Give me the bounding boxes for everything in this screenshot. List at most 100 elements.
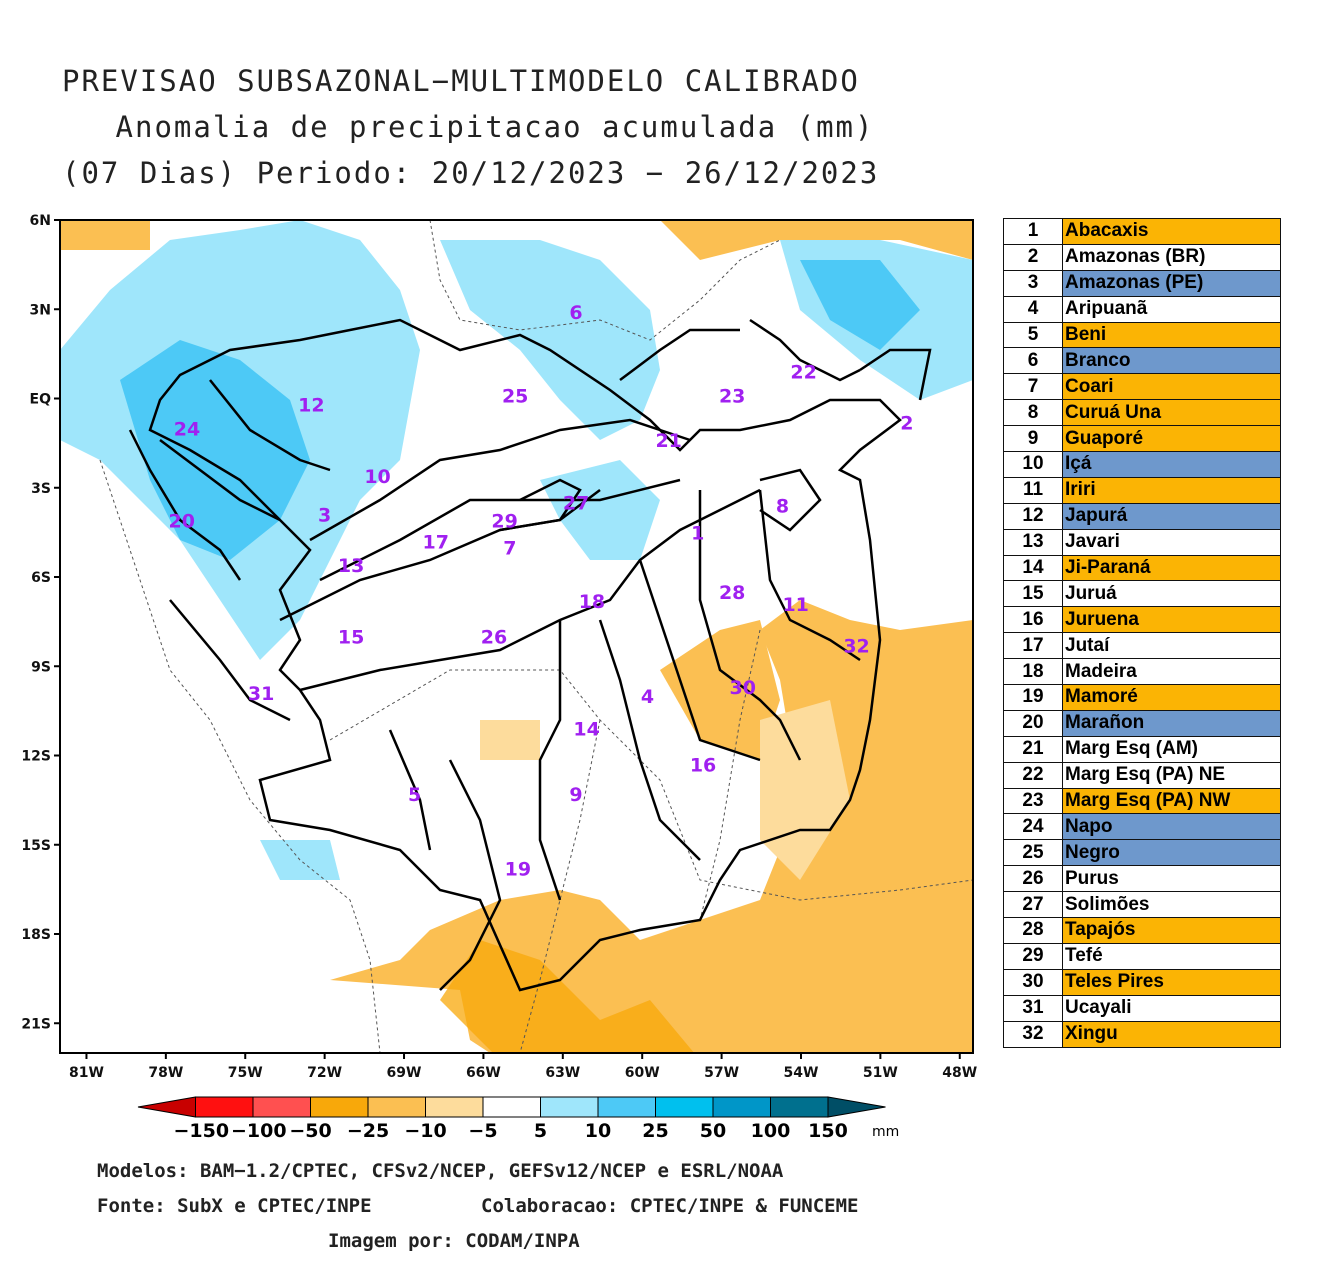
basin-number-15: 15 bbox=[338, 627, 364, 649]
colorbar-swatch bbox=[252, 1096, 311, 1118]
basin-id: 16 bbox=[1003, 606, 1063, 634]
basin-number-29: 29 bbox=[491, 510, 517, 532]
basin-outlines bbox=[128, 318, 932, 992]
basin-id: 1 bbox=[1003, 218, 1063, 245]
colorbar-swatch bbox=[367, 1096, 426, 1118]
legend-row: 25 Negro bbox=[1003, 839, 1281, 867]
colorbar-swatch bbox=[195, 1096, 254, 1118]
legend-row: 1 Abacaxis bbox=[1003, 218, 1281, 245]
basin-number-4: 4 bbox=[641, 686, 654, 708]
basin-name: Jutaí bbox=[1062, 632, 1281, 660]
basin-name: Iriri bbox=[1062, 476, 1281, 504]
basin-id: 24 bbox=[1003, 813, 1063, 841]
basin-id: 8 bbox=[1003, 399, 1063, 427]
basin-legend-table: 1 Abacaxis 2 Amazonas (BR) 3 Amazonas (PE) 4 Ar… bbox=[1003, 218, 1281, 1048]
basin-id: 18 bbox=[1003, 658, 1063, 686]
basin-name: Marg Esq (PA) NW bbox=[1062, 787, 1281, 815]
lon-tick-label: 78W bbox=[148, 1065, 183, 1081]
lon-tick-label: 51W bbox=[863, 1065, 898, 1081]
basin-number-20: 20 bbox=[169, 510, 195, 532]
legend-row: 16 Juruena bbox=[1003, 606, 1281, 634]
legend-row: 11 Iriri bbox=[1003, 476, 1281, 504]
legend-row: 14 Ji-Paraná bbox=[1003, 554, 1281, 582]
basin-name: Teles Pires bbox=[1062, 968, 1281, 996]
colorbar-swatch bbox=[310, 1096, 369, 1118]
basin-name: Juruá bbox=[1062, 580, 1281, 608]
basin-number-13: 13 bbox=[338, 555, 364, 577]
basin-id: 22 bbox=[1003, 761, 1063, 789]
basin-name: Xingu bbox=[1062, 1020, 1281, 1048]
basin-name: Marg Esq (PA) NE bbox=[1062, 761, 1281, 789]
lon-tick-label: 81W bbox=[69, 1065, 104, 1081]
basin-id: 27 bbox=[1003, 891, 1063, 919]
colorbar-tick-label: 10 bbox=[584, 1120, 612, 1142]
colorbar-tick-label: 100 bbox=[750, 1120, 791, 1142]
lon-tick-label: 57W bbox=[704, 1065, 739, 1081]
basin-name: Tapajós bbox=[1062, 917, 1281, 944]
basin-id: 29 bbox=[1003, 942, 1063, 970]
basin-number-31: 31 bbox=[248, 683, 274, 705]
lon-tick-label: 75W bbox=[228, 1065, 263, 1081]
latitude-axis: 6N 3N EQ 3S 6S 9S 12S 15S 18S 21S bbox=[21, 213, 60, 1032]
basin-name: Branco bbox=[1062, 347, 1281, 375]
legend-row: 26 Purus bbox=[1003, 865, 1281, 893]
basin-name: Ucayali bbox=[1062, 994, 1281, 1022]
basin-id: 14 bbox=[1003, 554, 1063, 582]
basin-name: Javari bbox=[1062, 528, 1281, 556]
lon-tick-label: 60W bbox=[625, 1065, 660, 1081]
legend-row: 20 Marañon bbox=[1003, 709, 1281, 737]
basin-id: 26 bbox=[1003, 865, 1063, 893]
basin-name: Marg Esq (AM) bbox=[1062, 735, 1281, 763]
legend-row: 4 Aripuanã bbox=[1003, 295, 1281, 323]
weak-dry-region bbox=[480, 720, 540, 760]
legend-row: 5 Beni bbox=[1003, 321, 1281, 349]
basin-name: Coari bbox=[1062, 373, 1281, 401]
basin-id: 31 bbox=[1003, 994, 1063, 1022]
legend-row: 32 Xingu bbox=[1003, 1020, 1281, 1048]
country-border bbox=[429, 220, 781, 341]
basin-name: Curuá Una bbox=[1062, 399, 1281, 427]
basin-number-11: 11 bbox=[782, 594, 808, 616]
basin-name: Abacaxis bbox=[1062, 218, 1281, 245]
lat-tick-label: 21S bbox=[21, 1016, 51, 1032]
basin-number-26: 26 bbox=[481, 627, 507, 649]
country-border bbox=[99, 459, 381, 1053]
colorbar-swatch bbox=[425, 1096, 484, 1118]
legend-row: 23 Marg Esq (PA) NW bbox=[1003, 787, 1281, 815]
lon-tick-label: 72W bbox=[307, 1065, 342, 1081]
map-period: (07 Dias) Periodo: 20/12/2023 − 26/12/20… bbox=[62, 156, 880, 190]
basin-number-28: 28 bbox=[719, 582, 745, 604]
legend-row: 15 Juruá bbox=[1003, 580, 1281, 608]
basin-id: 12 bbox=[1003, 502, 1063, 530]
colorbar-swatch bbox=[540, 1096, 599, 1118]
lat-tick-label: 6N bbox=[30, 213, 51, 229]
basin-number-25: 25 bbox=[502, 386, 528, 408]
legend-row: 22 Marg Esq (PA) NE bbox=[1003, 761, 1281, 789]
basin-id: 13 bbox=[1003, 528, 1063, 556]
strong-dry-region bbox=[440, 940, 695, 1053]
legend-row: 30 Teles Pires bbox=[1003, 968, 1281, 996]
basin-id: 7 bbox=[1003, 373, 1063, 401]
anomaly-field bbox=[60, 220, 973, 1053]
legend-row: 10 Içá bbox=[1003, 451, 1281, 478]
legend-row: 6 Branco bbox=[1003, 347, 1281, 375]
colorbar-tick-label: −5 bbox=[468, 1120, 498, 1142]
basin-number-18: 18 bbox=[579, 591, 605, 613]
basin-number-2: 2 bbox=[900, 412, 913, 434]
source-credit: Fonte: SubX e CPTEC/INPE bbox=[97, 1195, 372, 1217]
basin-number-32: 32 bbox=[843, 635, 869, 657]
colorbar-tick-label: −50 bbox=[289, 1120, 332, 1142]
precipitation-anomaly-map: 6N 3N EQ 3S 6S 9S 12S 15S 18S 21S 81W 78W 75W 72W 69W… bbox=[21, 213, 977, 1081]
basin-number-30: 30 bbox=[730, 677, 756, 699]
basin-id: 32 bbox=[1003, 1020, 1063, 1048]
basin-number-3: 3 bbox=[318, 505, 331, 527]
legend-row: 2 Amazonas (BR) bbox=[1003, 243, 1281, 271]
basin-number-7: 7 bbox=[503, 537, 516, 559]
models-credit: Modelos: BAM−1.2/CPTEC, CFSv2/NCEP, GEFS… bbox=[97, 1160, 784, 1182]
basin-id: 28 bbox=[1003, 917, 1063, 944]
legend-row: 12 Japurá bbox=[1003, 502, 1281, 530]
legend-row: 28 Tapajós bbox=[1003, 917, 1281, 944]
legend-row: 9 Guaporé bbox=[1003, 425, 1281, 453]
basin-id: 6 bbox=[1003, 347, 1063, 375]
legend-row: 7 Coari bbox=[1003, 373, 1281, 401]
